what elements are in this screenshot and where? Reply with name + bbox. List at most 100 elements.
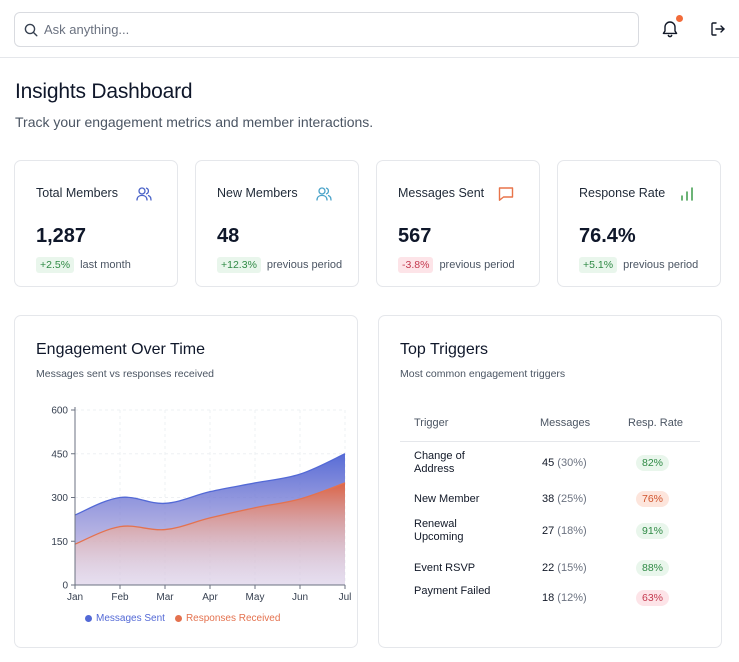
trigger-name: Payment Failed [414,585,491,597]
message-square-icon [497,185,515,203]
y-tick-label: 300 [51,493,68,504]
response-rate-badge: 91% [636,523,670,539]
stat-label: Response Rate [579,186,666,200]
stat-footer: +5.1% previous period [579,257,698,273]
triggers-table: Trigger Messages Resp. Rate Change of Ad… [400,408,700,606]
legend-dot [85,615,92,622]
legend-item-responses-received[interactable]: Responses Received [174,613,281,624]
messages-count: 38 [542,493,558,505]
y-tick-label: 450 [51,449,68,460]
trigger-messages: 27 (18%) [542,525,587,537]
x-tick-label: Apr [202,592,218,603]
legend-dot [174,615,182,622]
x-tick-label: Mar [156,592,174,603]
stat-label: Total Members [36,186,118,200]
stat-footer: +2.5% last month [36,257,131,273]
response-rate-badge: 63% [636,590,670,606]
x-tick-label: Jul [339,592,352,603]
stat-period: previous period [623,259,699,271]
stat-label: New Members [217,186,298,200]
messages-percent: (15%) [557,562,587,574]
legend-label: Responses Received [185,613,281,624]
stat-period: last month [80,259,131,271]
top-triggers-panel: Top Triggers Most common engagement trig… [378,315,722,648]
messages-percent: (30%) [557,457,587,469]
stat-value: 567 [398,225,432,247]
area-messages-sent-line [74,453,346,516]
y-tick-label: 600 [51,406,68,417]
messages-count: 45 [542,457,558,469]
col-header-rate: Resp. Rate [628,417,684,429]
stat-value: 48 [217,225,240,247]
search-icon [24,23,38,37]
search-input[interactable] [44,22,604,37]
stat-change-badge: +2.5% [36,257,75,273]
page-subtitle: Track your engagement metrics and member… [15,114,374,130]
messages-count: 22 [542,562,558,574]
table-row[interactable]: Payment Failed 18 (12%) 63% [400,585,700,613]
engagement-chart-panel: Engagement Over Time Messages sent vs re… [14,315,358,648]
x-tick-label: Jun [292,592,308,603]
stat-footer: -3.8% previous period [398,257,515,273]
triggers-subtitle: Most common engagement triggers [400,368,566,380]
x-tick-label: May [246,592,265,603]
col-header-trigger: Trigger [414,417,449,429]
users-icon [315,185,333,203]
response-rate-badge: 88% [636,560,670,576]
messages-percent: (18%) [557,525,587,537]
chart-subtitle: Messages sent vs responses received [36,368,215,380]
chart-legend: Messages Sent Responses Received [85,613,290,624]
y-tick-label: 150 [51,537,68,548]
trigger-messages: 45 (30%) [542,457,587,469]
stat-change-badge: +5.1% [579,257,618,273]
stat-period: previous period [266,259,343,271]
trigger-messages: 18 (12%) [542,592,587,604]
logout-icon [711,22,725,36]
area-responses-received[interactable] [75,482,345,585]
trigger-messages: 38 (25%) [542,493,587,505]
page-title: Insights Dashboard [15,80,193,103]
stat-card-new-members: New Members 48 +12.3% previous period [195,160,359,287]
trigger-name: New Member [414,493,480,505]
stat-period: previous period [439,259,515,271]
response-rate-badge: 76% [636,491,670,507]
notification-dot [676,15,683,22]
x-tick-label: Feb [111,592,129,603]
engagement-area-chart: 0 150 300 450 600 Jan Feb Mar Apr May Jun Jul [51,406,352,604]
triggers-title: Top Triggers [400,341,489,358]
messages-count: 18 [542,592,558,604]
table-row[interactable]: Event RSVP 22 (15%) 88% [400,557,700,583]
trigger-name: Change of Address [414,450,465,475]
stat-card-response-rate: Response Rate 76.4% +5.1% previous perio… [557,160,721,287]
stat-footer: +12.3% previous period [217,257,342,273]
stat-value: 76.4% [579,225,636,247]
table-row[interactable]: New Member 38 (25%) 76% [400,488,700,514]
trigger-messages: 22 (15%) [542,562,587,574]
logout-button[interactable] [709,20,727,38]
stat-value: 1,287 [36,225,87,247]
trigger-name: Renewal Upcoming [414,518,464,543]
chart-title: Engagement Over Time [36,341,205,358]
area-responses-received-line [74,482,346,545]
stat-change-badge: +12.3% [217,257,261,273]
stat-label: Messages Sent [398,186,485,200]
y-tick-label: 0 [62,581,68,592]
messages-percent: (25%) [557,493,587,505]
notifications-button[interactable] [661,15,683,39]
response-rate-badge: 82% [636,455,670,471]
stat-change-badge: -3.8% [398,257,434,273]
bell-icon [662,21,678,38]
top-bar [0,0,739,58]
legend-label: Messages Sent [96,613,165,624]
col-header-messages: Messages [540,417,591,429]
table-header: Trigger Messages Resp. Rate [400,408,700,442]
legend-item-messages-sent[interactable]: Messages Sent [85,613,165,624]
x-tick-label: Jan [67,592,83,603]
search-box[interactable] [14,12,639,47]
messages-count: 27 [542,525,558,537]
table-row[interactable]: Change of Address 45 (30%) 82% [400,450,700,482]
stat-card-messages-sent: Messages Sent 567 -3.8% previous period [376,160,540,287]
messages-percent: (12%) [557,592,587,604]
bar-chart-icon [678,185,696,203]
table-row[interactable]: Renewal Upcoming 27 (18%) 91% [400,518,700,554]
